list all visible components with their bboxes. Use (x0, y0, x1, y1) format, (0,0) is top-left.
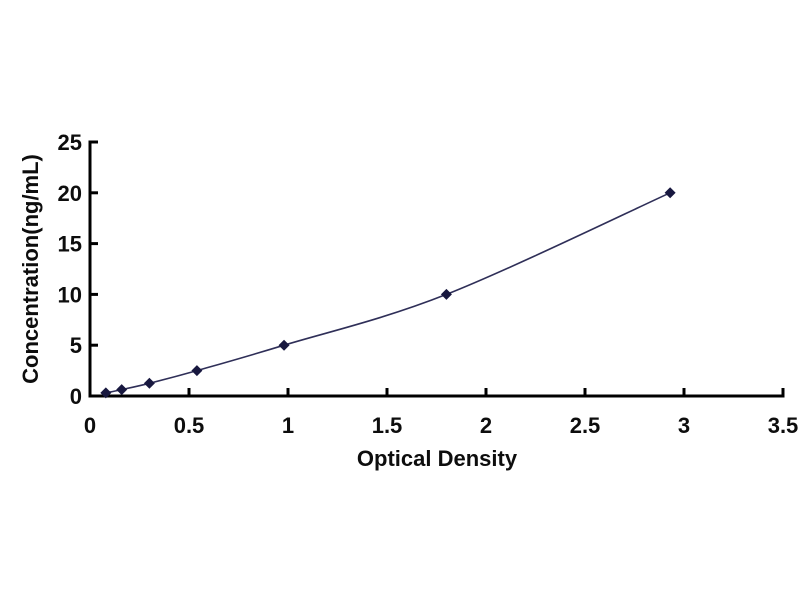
x-tick-label: 0.5 (174, 413, 205, 438)
data-point-marker (440, 288, 452, 300)
x-tick-label: 3 (678, 413, 690, 438)
x-tick-label: 2.5 (570, 413, 601, 438)
data-point-marker (664, 187, 676, 199)
data-point-marker (100, 387, 112, 399)
x-tick-label: 0 (84, 413, 96, 438)
standard-curve-line (105, 192, 671, 394)
y-tick-label: 5 (70, 333, 82, 358)
data-point-marker (116, 384, 128, 396)
y-tick-label: 0 (70, 384, 82, 409)
x-tick-label: 1.5 (372, 413, 403, 438)
y-axis-title: Concentration(ng/mL) (18, 154, 43, 384)
x-tick-label: 3.5 (768, 413, 799, 438)
x-tick-label: 2 (480, 413, 492, 438)
y-tick-label: 10 (58, 282, 82, 307)
x-axis-title: Optical Density (357, 446, 518, 471)
data-point-marker (143, 377, 155, 389)
data-point-marker (278, 339, 290, 351)
axis-lines (88, 140, 785, 398)
x-tick-label: 1 (282, 413, 294, 438)
data-point-marker (191, 365, 203, 377)
y-tick-label: 20 (58, 181, 82, 206)
y-tick-label: 15 (58, 232, 82, 257)
y-tick-label: 25 (58, 130, 82, 155)
